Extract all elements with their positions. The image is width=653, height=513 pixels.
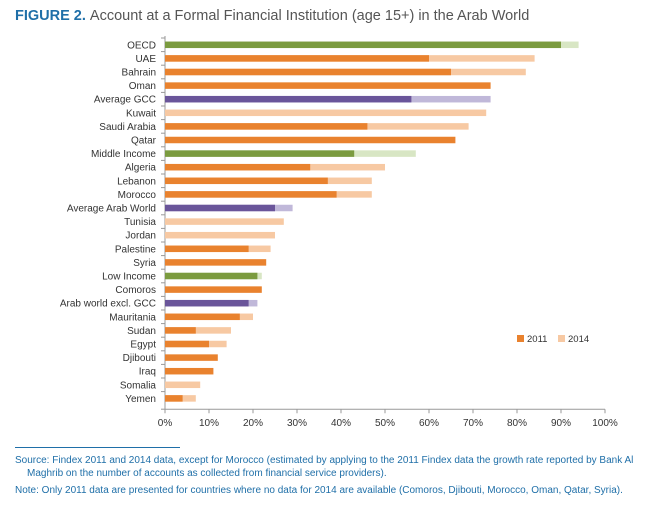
bar-2011 [165,354,218,361]
x-tick-label: 60% [419,418,439,429]
category-label: Middle Income [91,149,156,160]
bar-2011 [165,299,249,307]
x-tick-label: 70% [463,418,483,429]
category-label: Average GCC [94,95,156,106]
figure-label: FIGURE 2. [15,8,86,24]
legend-swatch-2014 [558,335,565,342]
data-note: Note: Only 2011 data are presented for c… [15,485,623,496]
bar-2011 [165,68,451,76]
bar-2014 [165,109,487,117]
figure-title: FIGURE 2. Account at a Formal Financial I… [15,8,529,24]
bar-2011 [165,177,328,185]
category-label: Sudan [127,326,156,337]
category-label: Morocco [118,190,157,201]
bar-2011 [165,41,561,49]
bar-2011 [165,327,196,334]
bar-2011 [165,272,258,280]
category-label: UAE [135,54,156,65]
bar-2011 [165,204,275,212]
category-label: Saudi Arabia [99,122,156,133]
category-label: Low Income [102,272,156,283]
bar-2014 [165,327,231,334]
category-label: Iraq [139,367,156,378]
x-tick-label: 80% [507,418,527,429]
bar-2011 [165,123,368,130]
category-label: Tunisia [124,217,156,228]
bar-2011 [165,191,337,198]
category-label: Average Arab World [67,204,156,215]
bar-2011 [165,163,311,171]
bar-2011 [165,340,209,348]
bar-2014 [165,218,284,225]
bar-2011 [165,150,355,157]
bar-2014 [165,231,275,239]
category-label: Yemen [125,394,156,405]
category-label: Qatar [131,136,157,147]
bar-2011 [165,367,214,375]
bar-2014 [165,381,201,389]
category-label: Comoros [115,285,156,296]
category-label: Arab world excl. GCC [60,299,156,310]
source-note: Source: Findex 2011 and 2014 data, excep… [15,455,634,479]
category-label: OECD [127,40,156,51]
bar-2011 [165,259,267,266]
bar-2011 [165,245,249,253]
notes-divider [15,447,180,448]
bar-2011 [165,395,183,402]
bar-2011 [165,82,491,89]
bar-2011 [165,95,412,103]
category-label: Mauritania [109,312,156,323]
bar-2011 [165,136,456,144]
x-tick-label: 20% [243,418,263,429]
category-label: Somalia [120,380,157,391]
category-label: Kuwait [126,108,156,119]
category-label: Palestine [115,244,157,255]
legend-label-2011: 2011 [527,334,547,345]
legend-label-2014: 2014 [568,334,589,345]
x-tick-label: 30% [287,418,307,429]
x-tick-label: 100% [592,418,618,429]
category-label: Syria [133,258,156,269]
category-label: Oman [129,81,156,92]
x-tick-label: 50% [375,418,395,429]
bar-chart: OECD UAE Bahrain Oman Average GCC Kuwait Saudi… [60,36,618,429]
category-label: Lebanon [117,176,156,187]
x-tick-label: 90% [551,418,571,429]
figure-notes: Source: Findex 2011 and 2014 data, excep… [15,447,640,501]
x-tick-label: 40% [331,418,351,429]
category-label: Egypt [130,340,156,351]
x-tick-label: 10% [199,418,219,429]
category-label: Algeria [125,163,157,174]
category-label: Bahrain [122,68,156,79]
bar-2011 [165,313,240,321]
category-label: Djibouti [123,353,156,364]
category-label: Jordan [125,231,156,242]
bar-2011 [165,286,262,293]
bar-2011 [165,55,429,62]
legend-swatch-2011 [517,335,524,342]
figure-title-text: Account at a Formal Financial Institutio… [89,8,530,24]
x-tick-label: 0% [158,418,173,429]
